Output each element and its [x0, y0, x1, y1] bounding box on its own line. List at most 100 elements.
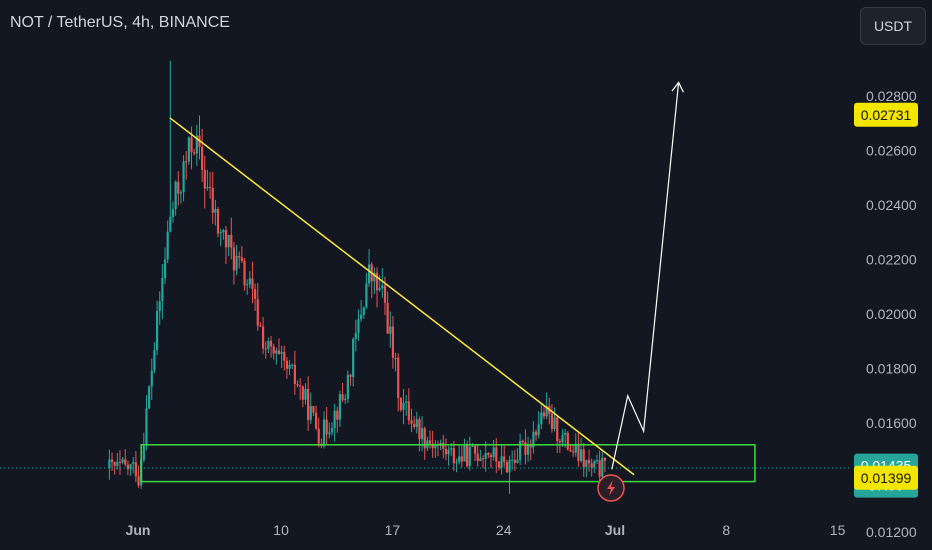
candle-body: [511, 459, 514, 461]
candle-body: [108, 459, 111, 468]
lightning-icon[interactable]: [597, 474, 625, 502]
candle-body: [161, 278, 164, 302]
candle-body: [532, 431, 535, 448]
support-zone[interactable]: [140, 444, 756, 483]
candle-body: [577, 443, 580, 461]
price-tick-label: 0.01800: [866, 361, 917, 377]
price-tick-label: 0.02800: [866, 88, 917, 104]
candle-body: [537, 424, 540, 436]
candle-body: [534, 431, 538, 436]
candle-body: [211, 187, 214, 213]
candle-body: [367, 264, 371, 284]
candle-body: [312, 406, 315, 413]
candle-body: [354, 332, 357, 339]
candle-body: [444, 448, 448, 455]
candle-body: [418, 419, 421, 440]
candle-body: [267, 340, 270, 350]
candle-body: [280, 351, 283, 354]
candle-body: [516, 459, 519, 463]
candle-body: [201, 146, 204, 170]
candles-layer: [108, 60, 607, 494]
candle-body: [177, 181, 180, 194]
candle-body: [481, 458, 485, 460]
candle-body: [447, 449, 450, 455]
candle-body: [450, 448, 453, 450]
candle-body: [381, 285, 384, 289]
candle-body: [336, 410, 339, 420]
price-tick-label: 0.02000: [866, 306, 917, 322]
candle-body: [291, 364, 294, 366]
candle-body: [407, 401, 410, 421]
candle-body: [413, 423, 416, 427]
candle-body: [473, 445, 477, 454]
price-tick-label: 0.01600: [866, 415, 917, 431]
resistance-trendline[interactable]: [169, 117, 635, 476]
candle-body: [603, 457, 607, 461]
candle-body: [193, 152, 196, 154]
candle-body: [187, 137, 190, 162]
candle-body: [155, 311, 159, 350]
candle-body: [322, 419, 326, 447]
candle-body: [582, 449, 585, 467]
candle-body: [471, 445, 474, 447]
candle-body: [174, 181, 177, 210]
candle-body: [399, 397, 402, 410]
time-tick-label: 17: [385, 522, 401, 538]
candle-body: [529, 444, 532, 448]
candle-body: [349, 374, 352, 377]
currency-selector-button[interactable]: USDT: [860, 7, 926, 45]
chart-title: NOT / TetherUS, 4h, BINANCE: [10, 14, 230, 31]
candle-body: [564, 432, 567, 435]
candle-body: [540, 412, 543, 425]
candle-body: [452, 448, 455, 464]
projection-path[interactable]: [611, 82, 680, 470]
candle-body: [569, 449, 572, 452]
candle-body: [394, 357, 397, 359]
candle-body: [519, 440, 522, 460]
candle-body: [410, 420, 413, 424]
time-tick-label: 15: [830, 522, 846, 538]
candle-body: [566, 432, 569, 450]
candle-body: [148, 386, 151, 409]
price-tick-label: 0.01200: [866, 524, 917, 540]
candle-body: [333, 410, 336, 429]
candle-body: [251, 278, 254, 290]
candle-body: [153, 349, 156, 371]
time-tick-label: 10: [273, 522, 289, 538]
candle-body: [269, 340, 273, 347]
candle-body: [479, 458, 482, 462]
candle-body: [166, 231, 169, 260]
candle-body: [272, 346, 275, 354]
candle-body: [129, 464, 132, 470]
candle-body: [299, 385, 302, 387]
candle-body: [542, 412, 546, 417]
candle-body: [238, 255, 241, 258]
candle-body: [304, 388, 307, 400]
candle-body: [593, 461, 596, 468]
candle-body: [574, 443, 577, 453]
candle-body: [360, 314, 363, 320]
candle-body: [301, 386, 304, 400]
candle-body: [341, 394, 344, 400]
candle-body: [561, 434, 564, 443]
candle-body: [240, 257, 243, 261]
candle-body: [508, 459, 511, 473]
time-tick-label: Jul: [605, 522, 625, 538]
candle-body: [383, 285, 387, 303]
candle-body: [206, 186, 209, 189]
candle-body: [344, 398, 347, 400]
candle-body: [110, 459, 114, 463]
time-axis: Jun 10 17 24 Jul 8 15: [126, 522, 846, 538]
candle-body: [283, 351, 286, 361]
candle-body: [458, 456, 461, 462]
candle-body: [222, 230, 225, 233]
candle-body: [134, 462, 137, 477]
candle-body: [248, 278, 251, 285]
candle-body: [492, 447, 495, 458]
candle-body: [397, 357, 400, 398]
candle-body: [158, 301, 161, 312]
time-tick-label: 8: [722, 522, 730, 538]
